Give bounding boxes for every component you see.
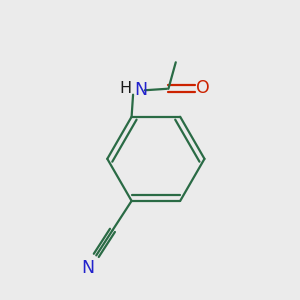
Text: H: H xyxy=(120,81,132,96)
Text: N: N xyxy=(82,259,94,277)
Text: O: O xyxy=(196,79,210,97)
Text: N: N xyxy=(134,81,147,99)
